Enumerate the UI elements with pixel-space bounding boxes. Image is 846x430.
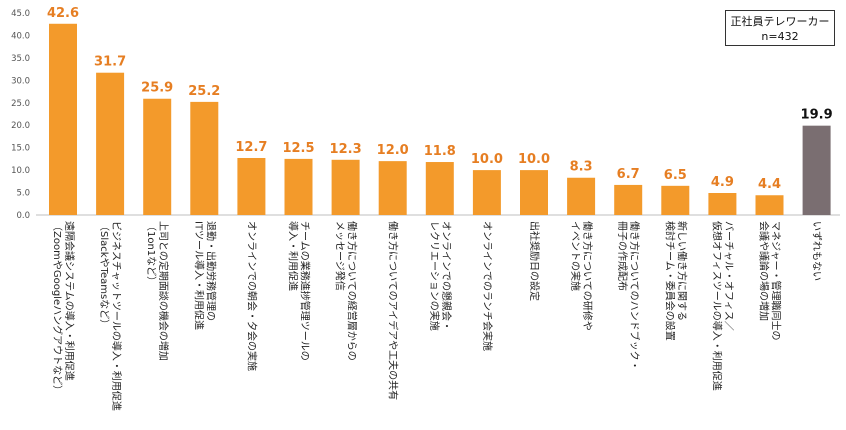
category-label: 働き方についてのハンドブック・ (628, 221, 641, 371)
y-tick-label: 5.0 (16, 189, 30, 199)
bar (472, 170, 501, 215)
bar (237, 157, 266, 215)
bar (755, 195, 784, 215)
category-label: （SlackやTeamsなど） (98, 221, 110, 329)
data-label: 10.0 (518, 152, 550, 167)
category-labels: 遠隔会議システムの導入・利用促進（ZoomやGoogleハングアウトなど） ビジネ… (51, 221, 823, 411)
bar (614, 184, 643, 215)
data-label: 11.8 (424, 144, 456, 159)
bar (661, 185, 690, 215)
category-label: バーチャル・オフィス／ (722, 221, 734, 331)
bar (49, 23, 77, 216)
y-tick-label: 20.0 (11, 121, 30, 131)
data-label: 31.7 (94, 55, 126, 70)
bar (802, 125, 831, 215)
category-label: 新しい働き方に関する (675, 221, 688, 321)
bar (520, 170, 548, 215)
category-label: 上司との定期面談の機会の増加 (157, 221, 170, 361)
data-label: 42.6 (47, 6, 79, 21)
category-label: 働き方についての研修や (581, 221, 594, 331)
category-label: いずれもない (811, 221, 823, 281)
y-tick-label: 40.0 (11, 31, 30, 41)
category-label: ビジネスチャットツールの導入・利用促進 (110, 221, 123, 411)
category-label: （ZoomやGoogleハングアウトなど） (51, 221, 64, 395)
bar (96, 72, 125, 215)
category-label: 出社奨励日の設定 (528, 221, 541, 301)
category-label: 検討チーム・委員会の設置 (663, 221, 676, 341)
data-label: 12.0 (377, 143, 409, 158)
bar (190, 101, 219, 215)
y-tick-label: 45.0 (11, 9, 30, 19)
data-label: 12.7 (235, 140, 267, 155)
bar (708, 193, 737, 215)
data-label: 6.7 (617, 167, 640, 182)
data-label: 6.5 (664, 168, 687, 183)
y-tick-label: 30.0 (11, 76, 30, 86)
category-label: イベントの実施 (569, 221, 582, 291)
category-label: 仮想オフィスツールの導入・利用促進 (710, 221, 723, 391)
category-label: 働き方についてのアイデアや工夫の共有 (387, 221, 400, 400)
legend-sample-size: n=432 (761, 30, 799, 43)
category-label: チームの業務進捗管理ツールの (299, 221, 312, 361)
category-label: オンラインでの朝会・夕会の実施 (245, 221, 258, 371)
y-tick-label: 15.0 (11, 144, 30, 154)
bars (49, 23, 831, 216)
y-tick-label: 10.0 (11, 166, 30, 176)
category-label: 遠隔会議システムの導入・利用促進 (63, 221, 76, 381)
category-label: 導入・利用促進 (287, 221, 300, 291)
data-label: 12.5 (282, 141, 314, 156)
data-label: 10.0 (471, 152, 503, 167)
bar (143, 98, 172, 215)
category-label: オンラインでのランチ会実施 (481, 221, 494, 351)
y-tick-label: 35.0 (11, 54, 30, 64)
category-label: 退勤・出勤労務管理の (204, 221, 217, 321)
category-label: 会議や議論の場の増加 (758, 221, 771, 321)
y-tick-label: 0.0 (16, 211, 30, 221)
data-label: 12.3 (330, 142, 362, 157)
category-label: オンラインでの懇親会・ (440, 221, 453, 331)
legend-group-label: 正社員テレワーカー (730, 15, 830, 28)
y-tick-label: 25.0 (11, 99, 30, 109)
bar (378, 161, 407, 215)
category-label: 冊子の作成配布 (616, 221, 628, 291)
data-label: 4.4 (758, 177, 781, 192)
data-label: 25.2 (188, 84, 220, 99)
category-label: （1on1など） (145, 221, 157, 286)
legend-box: 正社員テレワーカー n=432 (725, 10, 835, 46)
data-label: 4.9 (711, 175, 734, 190)
data-label: 8.3 (570, 160, 593, 175)
data-label: 19.9 (801, 108, 833, 123)
category-label: レクリエーションの実施 (428, 221, 441, 331)
bar (567, 177, 596, 215)
category-label: ITツール導入・利用促進 (192, 221, 205, 330)
bar (425, 162, 454, 215)
category-label: マネジャー・管理職同士の (770, 221, 783, 341)
category-label: 働き方についての経営層からの (346, 221, 359, 361)
bar (284, 158, 313, 215)
value-labels: 42.6 31.7 25.9 25.2 12.7 12.5 12.3 12.0 11.8 10.0… (47, 6, 833, 192)
data-label: 25.9 (141, 81, 173, 96)
category-label: メッセージ発信 (334, 221, 347, 291)
bar (331, 159, 360, 215)
